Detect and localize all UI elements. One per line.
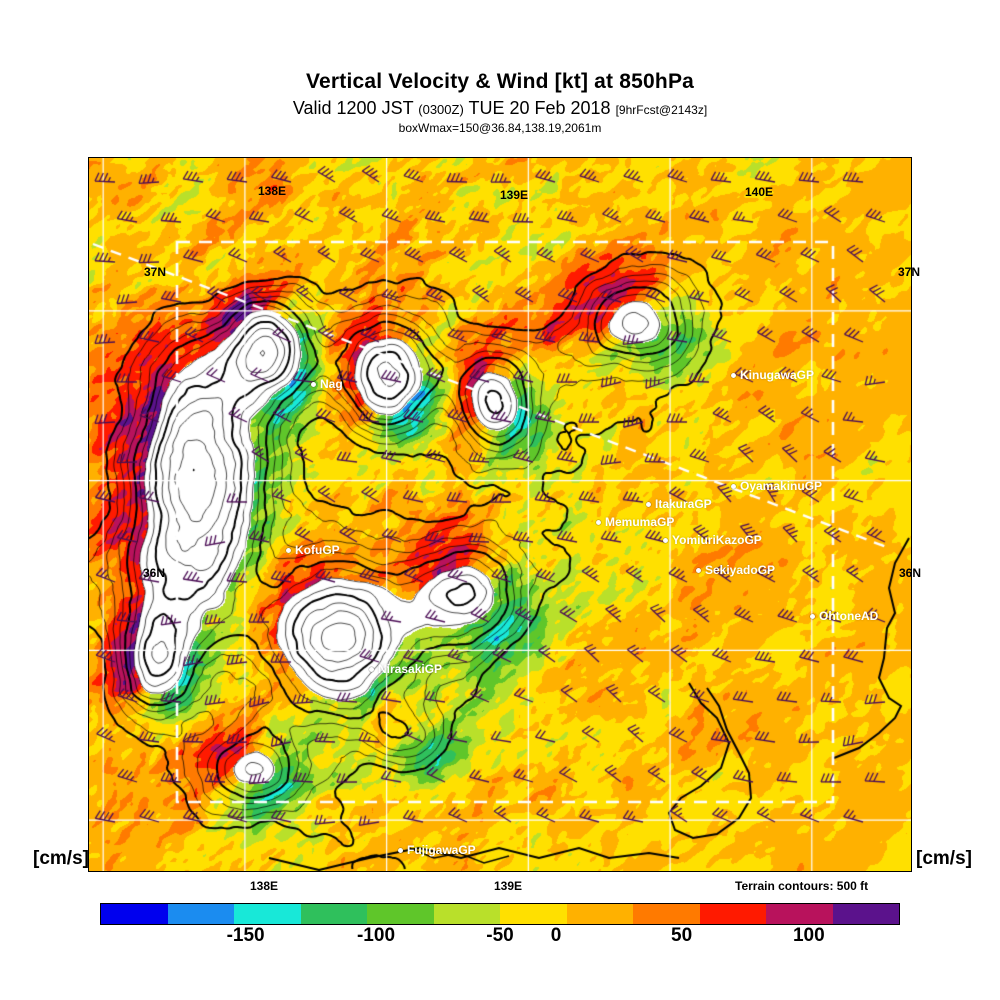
colorbar-segment-1 (167, 904, 234, 924)
colorbar-tick-0: 0 (550, 925, 562, 946)
colorbar-tick-50: 50 (671, 925, 693, 946)
lon-tick-138E: 138E (250, 879, 279, 893)
colorbar-tick--50: -50 (486, 925, 514, 946)
colorbar-segment-4 (367, 904, 434, 924)
station-marker-NirasakiGP (369, 667, 374, 672)
colorbar-segment-2 (234, 904, 301, 924)
title-block: Vertical Velocity & Wind [kt] at 850hPa … (0, 70, 1000, 135)
vertical-velocity-heatmap (89, 158, 911, 871)
lon-top-tick-138E: 138E (258, 184, 287, 198)
station-marker-Nag (311, 382, 316, 387)
colorbar-segment-8 (633, 904, 700, 924)
station-marker-FujigawaGP (398, 848, 403, 853)
units-label-left: [cm/s] (33, 848, 89, 869)
colorbar-segment-6 (500, 904, 567, 924)
lon-top-tick-140E: 140E (745, 185, 774, 199)
boxwmax-note: boxWmax=150@36.84,138.19,2061m (398, 121, 602, 135)
valid-date: TUE 20 Feb 2018 (468, 98, 611, 118)
colorbar-tick--150: -150 (226, 925, 265, 946)
colorbar-segment-10 (766, 904, 833, 924)
lat-tick-36N: 36N (143, 566, 166, 580)
lon-top-tick-139E: 139E (500, 188, 529, 202)
station-marker-SekiyadoGP (696, 568, 701, 573)
colorbar-tick--100: -100 (356, 925, 396, 946)
colorbar[interactable] (100, 903, 900, 925)
colorbar-tick-100: 100 (792, 925, 825, 946)
station-marker-OyamakinuGP (731, 484, 736, 489)
valid-time: Valid 1200 JST (292, 98, 414, 118)
colorbar-tick-labels: -150 -100 -50 0 50 100 (100, 925, 900, 955)
station-marker-YomiuriKazoGP (663, 538, 668, 543)
lat-tick-37N: 37N (144, 265, 167, 279)
station-marker-KofuGP (286, 548, 291, 553)
utc-time: (0300Z) (418, 102, 464, 117)
map-plot-area[interactable]: KinugawaGP OyamakinuGP ItakuraGP MemumaGP Yo… (88, 157, 912, 872)
station-marker-MemumaGP (596, 520, 601, 525)
lon-tick-139E: 139E (494, 879, 523, 893)
colorbar-segment-9 (699, 904, 766, 924)
lat-tick-36N: 36N (899, 566, 922, 580)
colorbar-segment-11 (832, 904, 899, 924)
forecast-tag: [9hrFcst@2143z] (615, 103, 708, 117)
lat-tick-37N: 37N (898, 265, 921, 279)
colorbar-segment-0 (101, 904, 168, 924)
terrain-contour-note: Terrain contours: 500 ft (735, 879, 869, 893)
title-subline: Valid 1200 JST (0300Z) TUE 20 Feb 2018 [… (0, 98, 1000, 119)
colorbar-segment-5 (433, 904, 500, 924)
station-marker-OhtoneAD (810, 614, 815, 619)
units-label-right: [cm/s] (916, 848, 972, 869)
station-marker-KinugawaGP (731, 373, 736, 378)
station-marker-ItakuraGP (646, 502, 651, 507)
page-title: Vertical Velocity & Wind [kt] at 850hPa (305, 70, 695, 93)
colorbar-segment-3 (300, 904, 367, 924)
colorbar-segment-7 (566, 904, 633, 924)
